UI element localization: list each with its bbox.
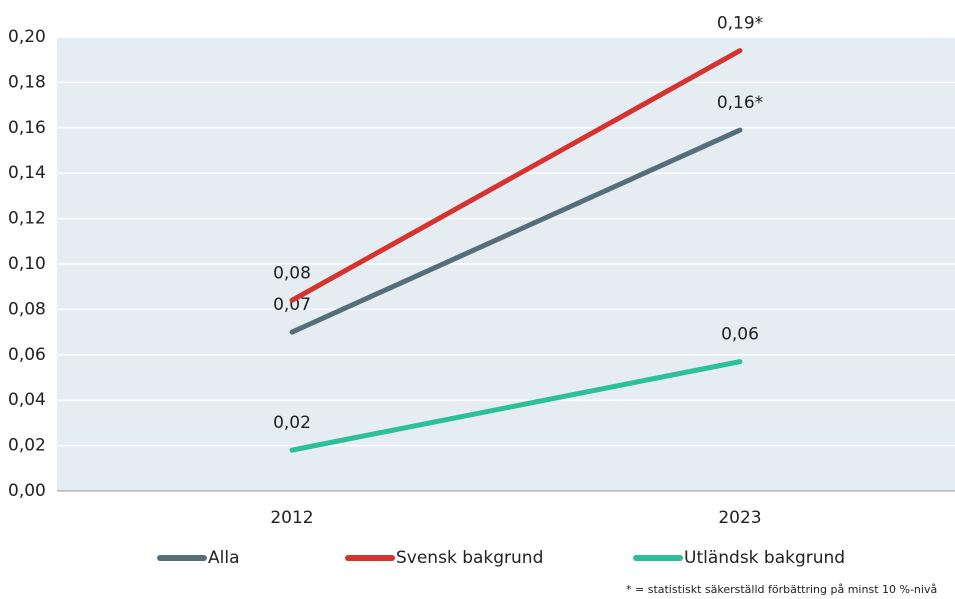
legend-label: Alla [208,548,240,568]
y-tick-label: 0,20 [8,27,46,47]
legend-label: Svensk bakgrund [396,548,543,568]
y-tick-label: 0,12 [8,209,46,229]
legend-label: Utländsk bakgrund [684,548,845,568]
y-tick-label: 0,18 [8,72,46,92]
y-tick-label: 0,14 [8,163,46,183]
y-tick-label: 0,08 [8,299,46,319]
x-tick-label: 2023 [718,508,761,528]
data-label: 0,06 [721,325,759,345]
data-label: 0,07 [273,295,311,315]
data-label: 0,08 [273,263,311,283]
y-tick-label: 0,16 [8,118,46,138]
y-tick-label: 0,02 [8,436,46,456]
y-tick-label: 0,10 [8,254,46,274]
series-line [289,359,743,453]
series-line [289,127,743,335]
data-label: 0,16* [717,93,763,113]
y-tick-label: 0,04 [8,390,46,410]
data-label: 0,19* [717,14,763,34]
data-label: 0,02 [273,413,311,433]
footnote: * = statistiskt säkerställd förbättring … [626,583,937,596]
x-tick-label: 2012 [270,508,313,528]
y-tick-label: 0,06 [8,345,46,365]
y-tick-label: 0,00 [8,481,46,501]
series-line [289,48,743,303]
